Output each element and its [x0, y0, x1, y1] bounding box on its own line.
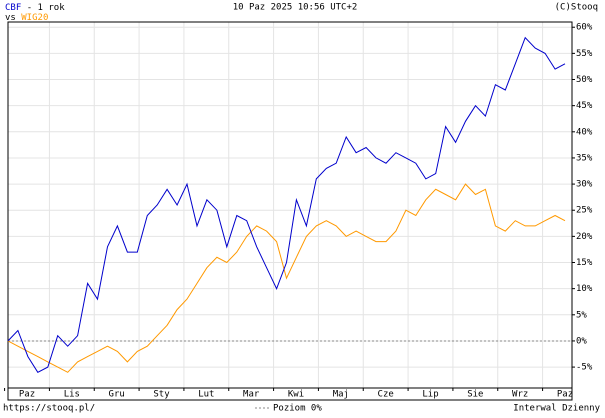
y-tick-label: 20% [576, 232, 593, 242]
y-tick-label: 0% [576, 336, 587, 346]
line-series [7, 183, 566, 373]
y-tick-label: -5% [576, 363, 593, 373]
interval: Interwal Dzienny [513, 404, 600, 414]
vs: vs [5, 13, 16, 23]
series-name: CBF [5, 3, 21, 13]
y-tick-label: 50% [576, 75, 593, 85]
y-tick-label: 30% [576, 180, 593, 190]
y-tick-label: 40% [576, 127, 593, 137]
y-tick-label: 35% [576, 153, 593, 163]
y-tick-label: 25% [576, 206, 593, 216]
x-tick-label: Paz [19, 390, 35, 400]
copyright: (C)Stooq [555, 3, 598, 13]
y-tick-label: 55% [576, 49, 593, 59]
x-tick-label: Gru [109, 390, 125, 400]
y-tick-label: 60% [576, 23, 593, 33]
zero-line-label: Poziom 0% [273, 404, 322, 414]
x-tick-label: Lis [64, 390, 80, 400]
x-tick-label: Kwi [288, 390, 304, 400]
series-name: WIG20 [21, 13, 48, 23]
x-tick-label: Paz [557, 390, 573, 400]
x-tick-label: Cze [378, 390, 394, 400]
x-tick-label: Sty [153, 390, 170, 400]
y-tick-label: 45% [576, 101, 593, 111]
y-tick-label: 5% [576, 310, 587, 320]
header-left: CBF - 1 rok [5, 3, 65, 13]
timestamp: 10 Paz 2025 10:56 UTC+2 [233, 3, 358, 13]
x-tick-label: Lut [198, 390, 214, 400]
y-tick-label: 10% [576, 284, 593, 294]
period: - 1 rok [27, 3, 66, 13]
x-tick-label: Maj [333, 390, 349, 400]
x-tick-label: Mar [243, 390, 260, 400]
header-vs: vs WIG20 [5, 13, 48, 23]
line-series [7, 36, 566, 373]
x-tick-label: Lip [422, 390, 438, 400]
x-tick-label: Wrz [512, 390, 528, 400]
axis-band [7, 387, 573, 401]
x-tick-label: Sie [467, 390, 483, 400]
url: https://stooq.pl/ [3, 404, 95, 414]
y-tick-label: 15% [576, 258, 593, 268]
